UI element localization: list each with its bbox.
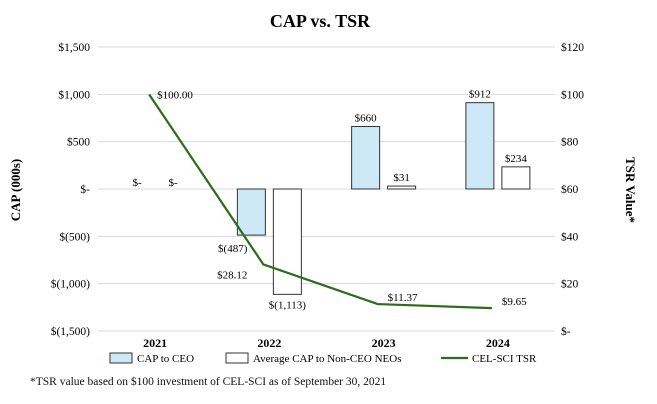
legend: CAP to CEO Average CAP to Non-CEO NEOs CEL…: [109, 352, 537, 365]
left-axis-title: CAP (000s): [8, 159, 23, 221]
ceo-cap-bar: [236, 188, 266, 236]
bar-data-labels: $- $(487) $660 $912 $- $(1,113) $31 $234: [133, 89, 528, 312]
left-tick-label: $-: [80, 183, 90, 196]
category-label: 2024: [486, 336, 510, 350]
footnote: *TSR value based on $100 investment of C…: [30, 376, 387, 388]
category-label: 2021: [143, 336, 167, 350]
neo-cap-data-label: $31: [393, 172, 410, 184]
tsr-data-labels: $100.00 $28.12 $11.37 $9.65: [157, 89, 527, 308]
tsr-data-label: $100.00: [157, 89, 193, 101]
right-axis-ticks: $120 $100 $80 $60 $40 $20 $-: [561, 41, 584, 338]
ceo-cap-bar: [351, 126, 381, 190]
legend-neo-swatch: [225, 352, 249, 364]
legend-ceo-swatch: [109, 352, 133, 364]
category-label: 2023: [372, 336, 396, 350]
legend-tsr-label: CEL-SCI TSR: [472, 353, 537, 365]
right-tick-label: $-: [561, 325, 571, 338]
left-tick-label: $1,000: [58, 88, 90, 101]
neo-cap-bar: [387, 185, 417, 190]
ceo-cap-data-label: $660: [355, 113, 378, 125]
chart-title: CAP vs. TSR: [270, 11, 371, 31]
ceo-cap-data-label: $-: [133, 177, 143, 189]
gridlines: [98, 46, 555, 332]
bar-series: [236, 102, 531, 295]
neo-cap-bar: [272, 188, 302, 295]
tsr-data-label: $9.65: [502, 296, 527, 308]
right-tick-label: $80: [561, 136, 579, 149]
neo-cap-data-label: $234: [505, 153, 528, 165]
right-axis-title: TSR Value*: [623, 157, 638, 223]
neo-cap-bar: [501, 166, 531, 190]
right-tick-label: $100: [561, 88, 584, 101]
legend-ceo-label: CAP to CEO: [137, 353, 194, 365]
left-tick-label: $(1,500): [51, 325, 90, 338]
category-label: 2022: [257, 336, 281, 350]
tsr-data-label: $28.12: [217, 269, 247, 281]
left-tick-label: $(500): [59, 230, 90, 243]
tsr-line-series: [148, 93, 492, 310]
tsr-data-label: $11.37: [388, 292, 418, 304]
left-tick-label: $1,500: [58, 41, 90, 54]
neo-cap-data-label: $(1,113): [269, 299, 307, 311]
left-axis-ticks: $1,500 $1,000 $500 $- $(500) $(1,000) $(1,500): [51, 41, 91, 338]
right-tick-label: $20: [561, 278, 579, 291]
right-tick-label: $120: [561, 41, 584, 54]
neo-cap-data-label: $-: [169, 177, 179, 189]
right-tick-label: $60: [561, 183, 579, 196]
right-tick-label: $40: [561, 230, 579, 243]
category-labels: 2021 2022 2023 2024: [143, 336, 510, 350]
left-tick-label: $500: [67, 136, 90, 149]
left-tick-label: $(1,000): [51, 278, 90, 291]
tsr-line: [148, 93, 492, 310]
ceo-cap-data-label: $912: [469, 89, 491, 101]
ceo-cap-bar: [465, 102, 495, 190]
legend-neo-label: Average CAP to Non-CEO NEOs: [253, 353, 401, 365]
ceo-cap-data-label: $(487): [218, 243, 248, 255]
